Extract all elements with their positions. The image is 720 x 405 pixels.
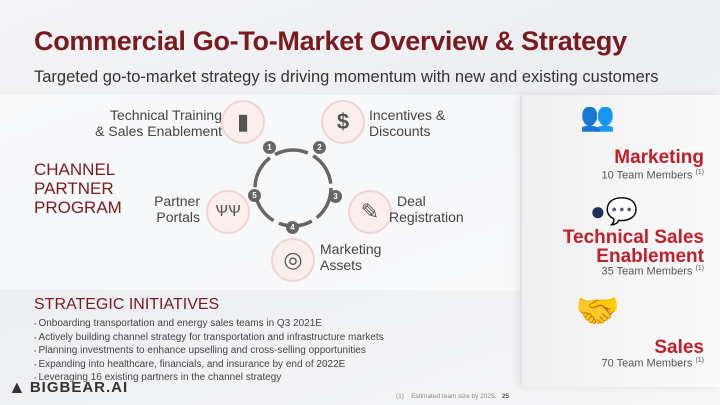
step-badge: 1: [263, 141, 276, 154]
people-icon: ѰѰ: [206, 190, 250, 234]
list-item: Onboarding transportation and energy sal…: [34, 318, 384, 332]
bear-icon: ▲: [8, 377, 26, 397]
heading-line: CHANNEL: [34, 160, 116, 179]
logo: ▲ BIGBEAR.AI: [8, 377, 128, 398]
list-item: Leveraging 16 existing partners in the c…: [34, 372, 384, 386]
speaker-chat-icon: ●💬: [590, 196, 639, 226]
team-network-icon: 👥: [580, 101, 615, 132]
item-label-incentives: Incentives & Discounts: [369, 107, 446, 139]
page-title: Commercial Go-To-Market Overview & Strat…: [34, 26, 627, 56]
team-name-sales: Sales: [654, 337, 704, 358]
team-members-sales: 70 Team Members (1): [601, 357, 704, 370]
team-members-marketing: 10 Team Members (1): [601, 169, 704, 182]
list-item: Planning investments to enhance upsellin…: [34, 345, 384, 359]
dollar-icon: $: [321, 100, 365, 144]
list-item: Expanding into healthcare, financials, a…: [34, 359, 384, 373]
step-badge: 3: [329, 190, 342, 203]
teams-panel: [522, 95, 720, 387]
initiatives-list: Onboarding transportation and energy sal…: [34, 318, 384, 386]
logo-text: BIGBEAR.AI: [29, 379, 129, 396]
item-label-training: Technical Training & Sales Enablement: [95, 107, 222, 139]
page-subtitle: Targeted go-to-market strategy is drivin…: [34, 68, 659, 86]
list-item: Actively building channel strategy for t…: [34, 332, 383, 346]
heading-line: PROGRAM: [34, 198, 122, 217]
scroll-icon: ✎: [348, 190, 392, 234]
podium-icon: ▮: [221, 100, 265, 144]
team-name-tech-sales: Technical Sales Enablement: [562, 227, 704, 267]
initiatives-heading: STRATEGIC INITIATIVES: [34, 296, 220, 313]
item-label-deal: Deal Registration: [389, 193, 464, 225]
step-badge: 5: [248, 189, 261, 202]
browser-target-icon: ◎: [271, 238, 315, 282]
heading-line: PARTNER: [34, 179, 114, 198]
item-label-marketing-assets: Marketing Assets: [320, 241, 382, 273]
footnote: (1) Estimated team size by 2025. 25: [396, 393, 510, 400]
step-badge: 2: [313, 141, 326, 154]
item-label-portals: Partner Portals: [154, 193, 200, 225]
step-badge: 4: [286, 221, 299, 234]
team-name-marketing: Marketing: [614, 147, 704, 168]
team-members-tech-sales: 35 Team Members (1): [601, 265, 704, 278]
handshake-icon: 🤝: [575, 290, 620, 331]
channel-heading: CHANNEL PARTNER PROGRAM: [34, 160, 122, 217]
